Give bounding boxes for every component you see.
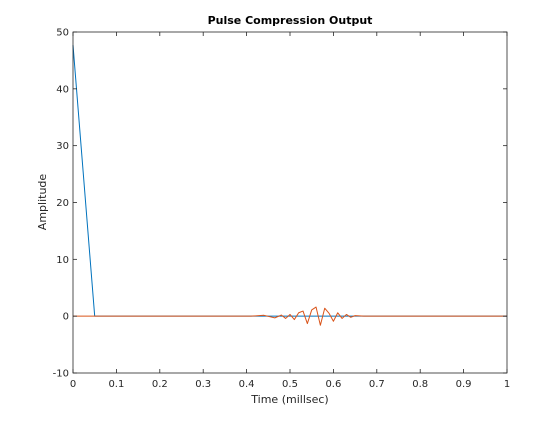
- y-tick-label: -10: [53, 369, 69, 380]
- y-tick-label: 0: [63, 312, 69, 323]
- x-tick-label: 0.7: [369, 379, 385, 390]
- x-tick-label: 0.9: [456, 379, 472, 390]
- x-tick-label: 0.6: [325, 379, 341, 390]
- x-tick-label: 1: [504, 379, 510, 390]
- plot-area: [73, 32, 507, 373]
- y-axis: -10 0 10 20 30 40 50: [53, 28, 507, 380]
- y-tick-label: 20: [56, 198, 69, 209]
- x-tick-label: 0.1: [108, 379, 124, 390]
- x-tick-label: 0.2: [152, 379, 168, 390]
- x-tick-label: 0.5: [282, 379, 298, 390]
- series-line-2: [73, 306, 507, 326]
- x-axis-label: Time (millsec): [250, 393, 328, 406]
- series-layer: [72, 45, 507, 326]
- chart-title: Pulse Compression Output: [208, 14, 373, 27]
- y-axis-label: Amplitude: [36, 174, 49, 231]
- x-tick-label: 0.4: [239, 379, 255, 390]
- x-axis: 0 0.1 0.2 0.3 0.4 0.5 0.6 0.7 0.8 0.9 1: [70, 32, 510, 390]
- y-tick-label: 10: [56, 255, 69, 266]
- x-tick-label: 0: [70, 379, 76, 390]
- x-tick-label: 0.3: [195, 379, 211, 390]
- y-tick-label: 40: [56, 84, 69, 95]
- y-tick-label: 50: [56, 28, 69, 39]
- x-tick-label: 0.8: [412, 379, 428, 390]
- y-tick-label: 30: [56, 141, 69, 152]
